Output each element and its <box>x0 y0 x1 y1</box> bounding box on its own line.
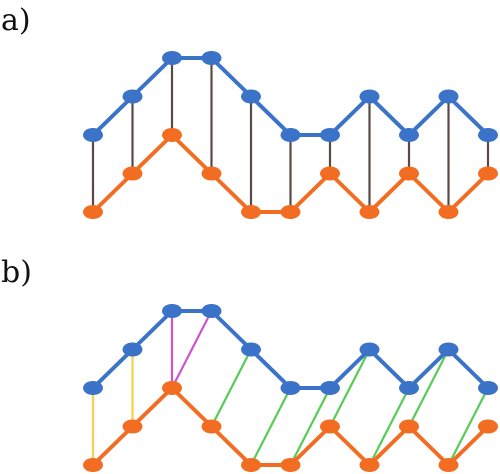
top-curve-node <box>280 381 301 395</box>
panel-b: b) <box>1 255 498 472</box>
top-curve-node <box>438 89 459 104</box>
bottom-curve-node <box>359 458 380 472</box>
bottom-curve-node <box>162 128 182 142</box>
bottom-curve-node <box>162 381 182 395</box>
top-curve-node <box>162 304 182 318</box>
bottom-curve-node <box>201 419 222 434</box>
top-curve-node <box>122 89 143 104</box>
top-curve-node <box>478 128 498 142</box>
alignment-link <box>250 387 292 466</box>
alignment-link <box>289 387 331 466</box>
panel-a-top-curve <box>83 51 498 142</box>
alignment-link <box>447 387 489 466</box>
panel-a-bottom-curve <box>83 128 498 219</box>
bottom-curve-line <box>91 386 490 467</box>
panel-b-top-curve <box>83 304 498 395</box>
bottom-curve-node <box>241 205 261 219</box>
bottom-curve-node <box>122 419 143 434</box>
bottom-curve-node <box>320 419 340 434</box>
bottom-curve-node <box>399 166 419 181</box>
alignment-link <box>171 310 213 389</box>
alignment-link <box>368 387 410 466</box>
top-curve-line <box>91 309 490 390</box>
top-curve-node <box>320 128 340 142</box>
top-curve-node <box>320 381 340 395</box>
bottom-curve-node <box>438 205 459 219</box>
panel-a: a) <box>1 3 498 219</box>
bottom-curve-node <box>241 458 261 472</box>
top-curve-node <box>241 89 261 104</box>
bottom-curve-node <box>320 166 340 181</box>
top-curve-line <box>91 56 490 137</box>
bottom-curve-node <box>280 458 301 472</box>
bottom-curve-node <box>478 419 498 434</box>
bottom-curve-node <box>399 419 419 434</box>
top-curve-node <box>359 342 380 357</box>
top-curve-node <box>478 381 498 395</box>
top-curve-node <box>399 128 419 142</box>
bottom-curve-node <box>122 166 143 181</box>
top-curve-node <box>201 304 222 318</box>
panel-b-bottom-curve <box>83 381 498 472</box>
panel-b-links <box>91 310 489 466</box>
top-curve-node <box>399 381 419 395</box>
panel-a-label: a) <box>1 3 31 38</box>
bottom-curve-node <box>280 205 301 219</box>
top-curve-node <box>83 128 103 142</box>
top-curve-node <box>359 89 380 104</box>
panel-b-label: b) <box>1 255 32 290</box>
top-curve-node <box>280 128 301 142</box>
bottom-curve-node <box>201 166 222 181</box>
bottom-curve-node <box>438 458 459 472</box>
top-curve-node <box>83 381 103 395</box>
bottom-curve-node <box>478 166 498 181</box>
alignment-link <box>210 348 252 428</box>
top-curve-node <box>438 342 459 357</box>
alignment-link <box>329 348 371 428</box>
top-curve-node <box>241 342 261 357</box>
alignment-link <box>408 348 450 428</box>
bottom-curve-node <box>83 458 103 472</box>
top-curve-node <box>122 342 143 357</box>
bottom-curve-node <box>359 205 380 219</box>
top-curve-node <box>201 51 222 65</box>
bottom-curve-node <box>83 205 103 219</box>
top-curve-node <box>162 51 182 65</box>
